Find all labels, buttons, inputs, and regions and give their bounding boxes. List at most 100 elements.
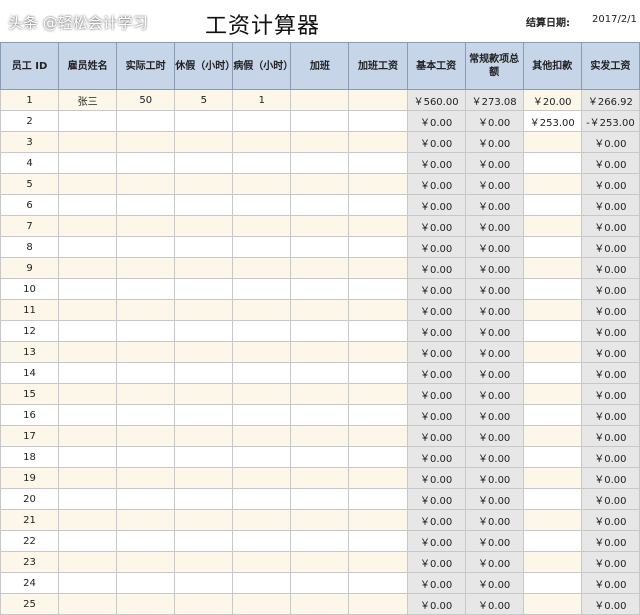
table-cell[interactable] — [290, 131, 350, 153]
table-cell[interactable] — [348, 173, 408, 195]
table-cell[interactable]: ￥0.00 — [580, 173, 640, 195]
table-cell[interactable]: 6 — [0, 194, 60, 216]
table-cell[interactable] — [174, 425, 234, 447]
table-cell[interactable] — [232, 341, 292, 363]
table-cell[interactable] — [522, 404, 582, 426]
table-cell[interactable]: 11 — [0, 299, 60, 321]
table-cell[interactable]: 23 — [0, 551, 60, 573]
table-cell[interactable] — [522, 257, 582, 279]
column-header[interactable]: 员工 ID — [0, 42, 60, 90]
table-cell[interactable] — [116, 572, 176, 594]
table-cell[interactable] — [348, 551, 408, 573]
table-cell[interactable]: 5 — [0, 173, 60, 195]
table-cell[interactable]: ￥0.00 — [406, 215, 466, 237]
table-cell[interactable] — [348, 278, 408, 300]
table-cell[interactable] — [116, 551, 176, 573]
table-cell[interactable] — [116, 509, 176, 531]
table-cell[interactable]: ￥0.00 — [464, 425, 524, 447]
table-cell[interactable]: ￥0.00 — [580, 551, 640, 573]
table-cell[interactable] — [290, 362, 350, 384]
table-cell[interactable] — [58, 215, 118, 237]
table-cell[interactable] — [290, 488, 350, 510]
table-cell[interactable] — [232, 593, 292, 615]
table-cell[interactable]: ￥0.00 — [580, 194, 640, 216]
table-cell[interactable]: ￥0.00 — [464, 530, 524, 552]
table-cell[interactable] — [348, 509, 408, 531]
table-cell[interactable] — [522, 425, 582, 447]
table-cell[interactable]: ￥0.00 — [580, 404, 640, 426]
table-cell[interactable] — [522, 509, 582, 531]
table-cell[interactable]: 7 — [0, 215, 60, 237]
table-cell[interactable] — [174, 173, 234, 195]
table-cell[interactable]: 4 — [0, 152, 60, 174]
table-cell[interactable]: ￥0.00 — [580, 509, 640, 531]
table-cell[interactable] — [348, 257, 408, 279]
table-cell[interactable] — [290, 425, 350, 447]
table-cell[interactable] — [58, 173, 118, 195]
table-cell[interactable]: ￥0.00 — [464, 257, 524, 279]
table-cell[interactable] — [58, 530, 118, 552]
table-cell[interactable]: ￥0.00 — [580, 257, 640, 279]
table-cell[interactable] — [116, 299, 176, 321]
table-cell[interactable] — [348, 488, 408, 510]
table-cell[interactable]: ￥0.00 — [580, 362, 640, 384]
table-cell[interactable]: 25 — [0, 593, 60, 615]
table-cell[interactable]: 50 — [116, 89, 176, 111]
table-cell[interactable] — [348, 530, 408, 552]
table-cell[interactable] — [348, 152, 408, 174]
table-cell[interactable] — [116, 362, 176, 384]
table-cell[interactable] — [174, 110, 234, 132]
table-cell[interactable]: ￥0.00 — [406, 278, 466, 300]
table-cell[interactable] — [174, 194, 234, 216]
table-cell[interactable]: ￥0.00 — [464, 110, 524, 132]
table-cell[interactable]: 张三 — [58, 89, 118, 111]
table-cell[interactable]: 16 — [0, 404, 60, 426]
table-cell[interactable]: ￥0.00 — [464, 236, 524, 258]
table-cell[interactable]: ￥0.00 — [580, 572, 640, 594]
table-cell[interactable]: ￥0.00 — [464, 509, 524, 531]
table-cell[interactable]: ￥0.00 — [464, 131, 524, 153]
table-cell[interactable]: ￥0.00 — [406, 131, 466, 153]
table-cell[interactable] — [58, 152, 118, 174]
table-cell[interactable] — [232, 530, 292, 552]
table-cell[interactable]: ￥0.00 — [406, 509, 466, 531]
table-cell[interactable] — [58, 341, 118, 363]
table-cell[interactable] — [522, 551, 582, 573]
table-cell[interactable] — [290, 152, 350, 174]
table-cell[interactable]: ￥0.00 — [580, 236, 640, 258]
table-cell[interactable] — [58, 425, 118, 447]
table-cell[interactable] — [116, 152, 176, 174]
table-cell[interactable]: ￥0.00 — [464, 404, 524, 426]
table-cell[interactable] — [522, 572, 582, 594]
table-cell[interactable] — [232, 320, 292, 342]
table-cell[interactable] — [232, 551, 292, 573]
table-cell[interactable] — [290, 341, 350, 363]
table-cell[interactable]: ￥0.00 — [406, 572, 466, 594]
column-header[interactable]: 实际工时 — [116, 42, 176, 90]
table-cell[interactable] — [58, 488, 118, 510]
column-header[interactable]: 常规款项总额 — [464, 42, 524, 90]
table-cell[interactable] — [116, 341, 176, 363]
table-cell[interactable] — [290, 404, 350, 426]
table-cell[interactable] — [174, 362, 234, 384]
table-cell[interactable]: ￥0.00 — [406, 383, 466, 405]
table-cell[interactable] — [58, 299, 118, 321]
table-cell[interactable] — [116, 320, 176, 342]
table-cell[interactable]: ￥0.00 — [406, 341, 466, 363]
table-cell[interactable] — [116, 278, 176, 300]
table-cell[interactable] — [522, 488, 582, 510]
table-cell[interactable] — [232, 509, 292, 531]
table-cell[interactable]: ￥0.00 — [406, 110, 466, 132]
table-cell[interactable] — [290, 215, 350, 237]
table-cell[interactable] — [232, 467, 292, 489]
table-cell[interactable]: ￥0.00 — [464, 152, 524, 174]
table-cell[interactable]: ￥20.00 — [522, 89, 582, 111]
table-cell[interactable]: ￥0.00 — [406, 530, 466, 552]
table-cell[interactable] — [522, 173, 582, 195]
table-cell[interactable] — [290, 467, 350, 489]
table-cell[interactable]: ￥0.00 — [406, 362, 466, 384]
table-cell[interactable] — [348, 110, 408, 132]
table-cell[interactable] — [232, 404, 292, 426]
table-cell[interactable]: ￥0.00 — [464, 299, 524, 321]
table-cell[interactable] — [58, 509, 118, 531]
